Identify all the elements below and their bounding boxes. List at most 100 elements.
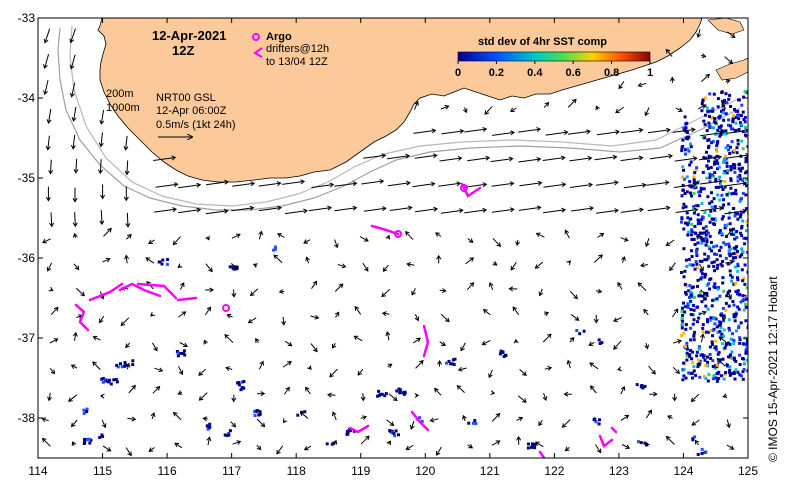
- sst-pixel: [704, 450, 708, 454]
- sst-pixel: [684, 152, 687, 156]
- sst-pixel: [727, 202, 731, 206]
- current-arrowhead: [618, 84, 623, 90]
- sst-pixel: [687, 221, 690, 225]
- current-arrowhead: [436, 254, 442, 260]
- sst-pixel: [744, 207, 748, 211]
- current-arrowhead: [563, 130, 569, 135]
- current-arrow: [49, 368, 55, 374]
- sst-pixel: [641, 386, 645, 390]
- sst-pixel: [325, 442, 329, 446]
- sst-pixel: [715, 141, 719, 145]
- sst-pixel: [724, 92, 728, 96]
- current-arrowhead: [668, 153, 673, 159]
- drifter-track: [538, 450, 546, 458]
- sst-pixel: [690, 194, 694, 198]
- current-arrowhead: [624, 414, 630, 420]
- sst-pixel: [685, 284, 689, 288]
- current-arrow: [440, 105, 449, 110]
- current-arrowhead: [172, 207, 178, 213]
- current-arrow: [50, 307, 59, 316]
- argo-marker-icon: [252, 33, 260, 41]
- current-arrowhead: [150, 311, 155, 317]
- sst-pixel: [718, 229, 722, 232]
- sst-pixel: [692, 211, 696, 215]
- sst-pixel: [708, 180, 712, 184]
- current-arrowhead: [617, 281, 622, 287]
- current-arrowhead: [235, 233, 241, 238]
- sst-pixel: [710, 304, 714, 308]
- sst-pixel: [706, 195, 710, 199]
- sst-pixel: [738, 174, 742, 177]
- sst-pixel: [700, 452, 704, 455]
- current-arrow: [648, 365, 656, 375]
- current-arrow: [178, 209, 201, 214]
- sst-pixel: [713, 162, 716, 166]
- current-arrowhead: [564, 446, 570, 452]
- current-arrowhead: [595, 105, 600, 111]
- current-arrowhead: [107, 227, 112, 233]
- current-arrow: [620, 237, 628, 242]
- current-arrowhead: [43, 90, 48, 96]
- sst-pixel: [713, 346, 717, 350]
- current-arrowhead: [100, 194, 106, 200]
- sst-pixel: [739, 231, 743, 235]
- current-arrowhead: [260, 422, 266, 428]
- current-arrowhead: [437, 360, 443, 365]
- current-arrow: [441, 130, 464, 135]
- current-arrowhead: [48, 169, 54, 175]
- sst-pixel: [742, 276, 746, 280]
- sst-pixel: [393, 434, 397, 438]
- sst-pixel: [722, 377, 726, 381]
- current-arrowhead: [561, 207, 567, 213]
- current-arrow: [700, 180, 723, 185]
- current-arrowhead: [334, 311, 340, 317]
- current-arrowhead: [99, 294, 105, 300]
- sst-pixel: [732, 372, 736, 375]
- current-arrow: [699, 156, 722, 161]
- sst-pixel: [699, 277, 703, 281]
- current-arrow: [570, 184, 593, 188]
- sst-pixel: [729, 232, 733, 236]
- sst-pixel: [730, 192, 734, 196]
- current-arrow: [569, 337, 575, 343]
- sst-pixel: [697, 234, 701, 237]
- sst-pixel: [720, 264, 724, 268]
- current-arrowhead: [534, 441, 540, 446]
- current-arrow: [544, 367, 552, 370]
- sst-pixel: [728, 342, 732, 346]
- current-arrow: [430, 418, 439, 422]
- sst-pixel: [681, 175, 685, 179]
- current-arrowhead: [745, 152, 748, 158]
- current-arrowhead: [542, 396, 548, 402]
- current-arrowhead: [434, 387, 439, 393]
- current-arrow: [100, 109, 105, 124]
- sst-pixel: [695, 350, 699, 354]
- current-arrowhead: [432, 153, 438, 159]
- sst-pixel: [744, 236, 748, 240]
- isobath-200m: [57, 27, 741, 211]
- current-arrowhead: [364, 435, 370, 441]
- current-arrow: [172, 236, 181, 245]
- sst-pixel: [693, 295, 696, 299]
- sst-pixel: [744, 125, 747, 129]
- sst-pixel: [745, 342, 748, 345]
- sst-pixel: [719, 124, 723, 128]
- sst-pixel: [745, 286, 748, 290]
- current-arrowhead: [357, 371, 363, 376]
- current-arrowhead: [247, 318, 253, 324]
- sst-pixel: [714, 376, 718, 380]
- current-arrow: [277, 233, 285, 238]
- current-arrow: [335, 312, 340, 318]
- sst-pixel: [691, 350, 694, 354]
- sst-pixel: [744, 351, 748, 355]
- current-arrow: [120, 317, 130, 326]
- sst-pixel: [725, 100, 729, 104]
- sst-pixel: [716, 128, 720, 132]
- current-arrow: [590, 385, 597, 394]
- sst-pixel: [696, 358, 700, 362]
- sst-pixel: [730, 350, 734, 354]
- sst-pixel: [746, 345, 748, 348]
- sst-pixel: [725, 171, 729, 175]
- sst-pixel: [706, 355, 709, 359]
- sst-pixel: [735, 236, 739, 239]
